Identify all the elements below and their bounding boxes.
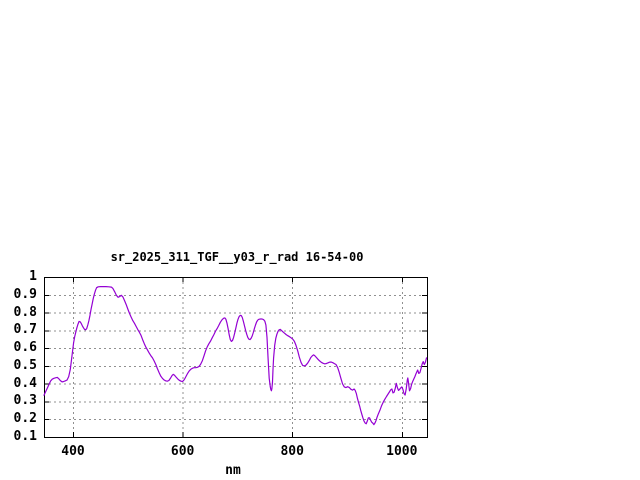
y-tick-label: 0.3 xyxy=(13,393,37,409)
y-tick-label: 0.2 xyxy=(13,411,37,427)
x-tick-label: 1000 xyxy=(386,444,418,459)
series-line xyxy=(43,286,428,426)
plot-border xyxy=(44,277,428,438)
x-tick-label: 800 xyxy=(280,444,304,459)
chart-title: sr_2025_311_TGF__y03_r_rad 16-54-00 xyxy=(110,250,364,264)
x-tick-label: 400 xyxy=(61,444,85,459)
y-tick-label: 0.5 xyxy=(13,357,37,373)
x-axis-label: nm xyxy=(225,463,241,478)
y-tick-label: 0.7 xyxy=(13,322,37,338)
y-tick-label: 1 xyxy=(29,269,37,284)
x-tick-label: 600 xyxy=(170,444,195,459)
y-tick-label: 0.4 xyxy=(13,375,37,391)
y-tick-label: 0.6 xyxy=(13,340,37,356)
y-tick-label: 0.9 xyxy=(13,286,37,302)
y-tick-label: 0.8 xyxy=(13,304,37,320)
y-tick-label: 0.1 xyxy=(13,429,37,444)
